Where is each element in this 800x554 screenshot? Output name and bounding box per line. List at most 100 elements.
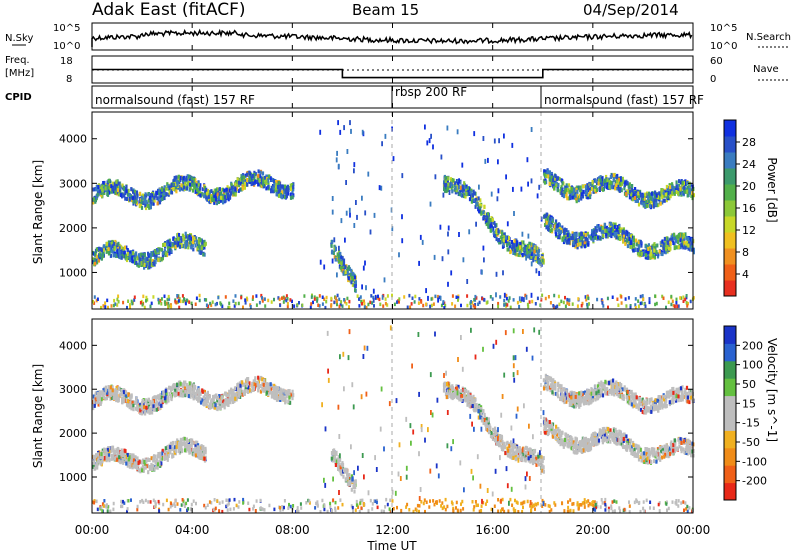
power-cell <box>690 193 693 198</box>
power-sparse-cell <box>434 174 437 180</box>
power-cell <box>155 191 159 195</box>
velocity-cell <box>238 390 241 395</box>
power-sparse-cell <box>475 221 477 227</box>
power-cell <box>495 237 498 242</box>
velocity-cell <box>208 394 211 399</box>
power-ground-cell <box>558 302 561 307</box>
velocity-cell <box>244 389 247 393</box>
power-cell <box>675 190 678 194</box>
power-cell <box>227 197 230 202</box>
velocity-cell <box>170 396 173 401</box>
velocity-cell <box>285 390 288 395</box>
power-cell <box>282 184 285 189</box>
velocity-cell <box>221 395 224 400</box>
power-cell <box>519 245 522 250</box>
power-cell <box>167 192 170 197</box>
power-cell <box>621 176 624 181</box>
power-cell <box>111 249 114 254</box>
power-cell <box>603 225 607 230</box>
power-sparse-cell <box>526 157 529 163</box>
velocity-cell <box>249 389 253 394</box>
velocity-cell <box>134 455 137 460</box>
power-cell <box>177 174 180 179</box>
velocity-cell <box>151 410 154 415</box>
power-ground-cell <box>170 304 173 309</box>
power-cell <box>546 216 549 220</box>
velocity-cell <box>292 393 295 398</box>
power-cell <box>133 195 137 200</box>
nsearch-label: N.Search <box>746 32 791 43</box>
power-cell <box>643 250 646 254</box>
power-cell <box>92 197 96 202</box>
velocity-cell <box>168 385 171 390</box>
velocity-cell <box>192 387 195 392</box>
power-cell <box>194 243 197 248</box>
power-cell <box>557 234 560 239</box>
power-ground-cell <box>655 301 658 306</box>
power-cell <box>155 193 158 198</box>
power-cell <box>548 220 552 225</box>
power-cell <box>143 263 146 267</box>
power-cell <box>110 189 113 194</box>
power-ground-cell <box>539 303 542 307</box>
power-sparse-cell <box>439 295 442 301</box>
power-cell <box>656 254 660 259</box>
power-cell <box>508 241 511 246</box>
power-cell <box>667 246 671 251</box>
power-cell <box>581 235 584 240</box>
power-cell <box>471 198 474 203</box>
power-cell <box>334 257 337 262</box>
power-cell <box>263 175 266 180</box>
power-cell <box>341 266 344 271</box>
power-cell <box>350 280 353 285</box>
power-cell <box>619 237 622 241</box>
power-cell <box>619 229 622 234</box>
power-cell <box>612 173 615 178</box>
power-cell <box>674 236 677 241</box>
velocity-cell <box>164 396 167 401</box>
velocity-cell <box>274 385 277 390</box>
power-sparse-cell <box>482 245 485 251</box>
power-ground-cell <box>289 298 292 302</box>
power-cell <box>668 196 671 201</box>
velocity-cell <box>171 385 174 390</box>
power-cell <box>676 234 679 239</box>
power-cell <box>626 181 629 186</box>
power-cell <box>180 236 183 240</box>
power-cell <box>473 191 476 196</box>
power-cell <box>606 234 609 239</box>
velocity-cell <box>159 453 162 458</box>
power-cell <box>475 201 478 206</box>
power-cell <box>610 226 613 231</box>
power-sparse-cell <box>381 294 384 300</box>
velocity-cell <box>185 392 188 397</box>
velocity-cell <box>190 443 193 448</box>
power-cell <box>677 240 680 244</box>
power-cell <box>587 188 590 192</box>
power-cell <box>165 251 168 256</box>
power-ground-cell <box>209 301 212 306</box>
power-cell <box>184 240 187 245</box>
power-cell <box>559 230 562 235</box>
y-tick-label: 1000 <box>59 266 87 279</box>
power-ground-cell <box>378 297 381 302</box>
power-cell <box>251 181 254 186</box>
velocity-cell <box>188 381 191 386</box>
velocity-cell <box>254 378 257 383</box>
power-cell <box>204 241 207 246</box>
power-cell <box>510 240 513 244</box>
velocity-cell <box>124 392 127 397</box>
power-ground-cell <box>313 297 316 301</box>
power-cell <box>647 243 650 248</box>
velocity-cell <box>167 448 170 453</box>
power-cell <box>118 246 121 251</box>
power-sparse-cell <box>381 141 383 147</box>
velocity-cell <box>153 395 156 400</box>
velocity-cell <box>228 392 231 397</box>
power-ground-cell <box>93 295 96 299</box>
power-cell <box>575 233 578 238</box>
power-sparse-cell <box>481 269 483 275</box>
power-cell <box>559 186 562 191</box>
power-cell <box>143 253 146 257</box>
velocity-cell <box>263 388 266 393</box>
